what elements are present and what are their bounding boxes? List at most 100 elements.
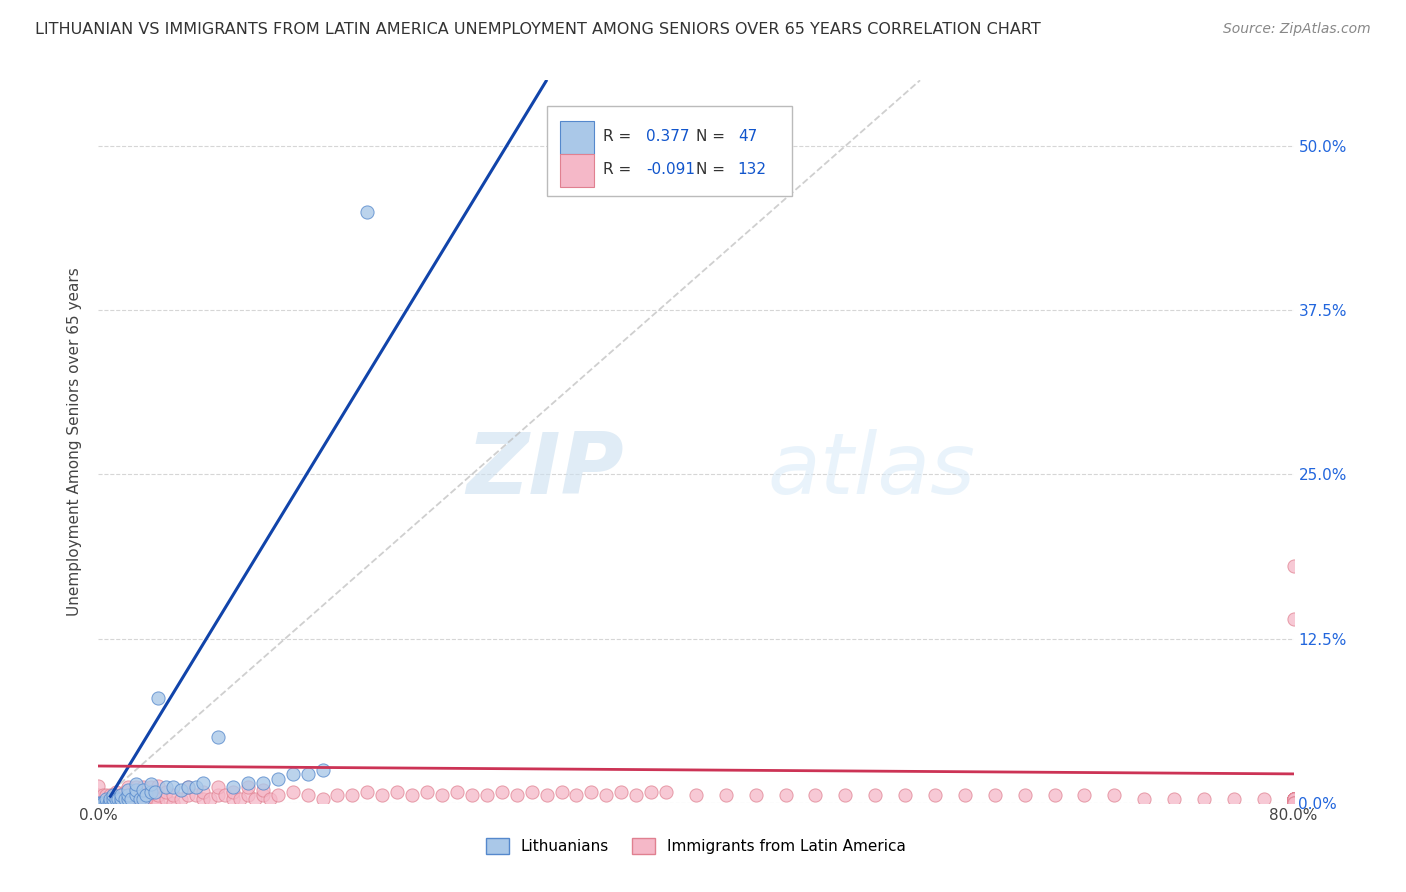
Point <box>610 785 633 799</box>
Point <box>953 788 976 802</box>
Point <box>229 792 252 806</box>
Point <box>91 788 114 802</box>
Point <box>135 788 157 802</box>
Point <box>1282 792 1305 806</box>
Point <box>1282 796 1305 810</box>
Point <box>129 792 152 806</box>
Point <box>1223 792 1246 806</box>
Point <box>1104 788 1126 802</box>
Text: 0.377: 0.377 <box>645 129 689 145</box>
Point <box>177 780 200 794</box>
Point <box>110 788 132 802</box>
Point <box>924 788 946 802</box>
Point <box>114 792 136 806</box>
Point <box>148 796 170 810</box>
Point <box>169 782 191 797</box>
Point <box>1282 792 1305 806</box>
Point <box>125 788 148 802</box>
Point <box>98 788 122 802</box>
Text: -0.091: -0.091 <box>645 162 695 178</box>
Point <box>132 792 155 806</box>
Point <box>1282 792 1305 806</box>
Point <box>207 780 229 794</box>
Point <box>1133 792 1156 806</box>
Point <box>125 788 148 802</box>
Point <box>385 785 409 799</box>
Point <box>1014 788 1036 802</box>
Text: 132: 132 <box>738 162 766 178</box>
Point <box>120 792 142 806</box>
Point <box>117 788 139 802</box>
Point <box>267 772 290 786</box>
Point <box>169 792 191 806</box>
Point <box>371 788 394 802</box>
Point <box>125 777 148 791</box>
Point <box>98 792 122 806</box>
Point <box>97 792 120 806</box>
Point <box>110 796 132 810</box>
Point <box>775 788 797 802</box>
Point <box>110 792 132 806</box>
Point <box>342 788 364 802</box>
Point <box>139 780 162 794</box>
Legend: Lithuanians, Immigrants from Latin America: Lithuanians, Immigrants from Latin Ameri… <box>479 832 912 860</box>
Point <box>94 792 117 806</box>
Point <box>155 785 177 799</box>
Point <box>143 785 166 799</box>
Point <box>984 788 1007 802</box>
Point <box>107 792 129 806</box>
Point <box>356 785 378 799</box>
Point <box>139 785 162 799</box>
Point <box>87 788 110 802</box>
Point <box>132 782 155 797</box>
Point <box>184 788 207 802</box>
Point <box>1282 792 1305 806</box>
Point <box>311 792 333 806</box>
Point <box>155 780 177 794</box>
Point <box>1282 792 1305 806</box>
Point <box>177 780 200 794</box>
Y-axis label: Unemployment Among Seniors over 65 years: Unemployment Among Seniors over 65 years <box>67 268 83 615</box>
Point <box>1282 792 1305 806</box>
Point <box>103 792 125 806</box>
Point <box>155 792 177 806</box>
Point <box>259 792 281 806</box>
Point <box>236 788 259 802</box>
Point <box>1282 792 1305 806</box>
FancyBboxPatch shape <box>560 120 595 154</box>
Point <box>207 788 229 802</box>
Point <box>1163 792 1185 806</box>
Point <box>281 785 304 799</box>
Point <box>91 796 114 810</box>
Point <box>191 785 214 799</box>
Point <box>1282 792 1305 806</box>
Point <box>98 796 122 810</box>
Point <box>1282 792 1305 806</box>
Point <box>135 792 157 806</box>
Point <box>97 796 120 810</box>
Point <box>162 780 184 794</box>
Point <box>252 782 274 797</box>
Point <box>297 788 319 802</box>
Point <box>117 788 139 802</box>
Point <box>491 785 513 799</box>
Point <box>804 788 827 802</box>
Point <box>105 792 128 806</box>
Point <box>103 788 125 802</box>
Point <box>139 788 162 802</box>
Point <box>430 788 453 802</box>
Text: LITHUANIAN VS IMMIGRANTS FROM LATIN AMERICA UNEMPLOYMENT AMONG SENIORS OVER 65 Y: LITHUANIAN VS IMMIGRANTS FROM LATIN AMER… <box>35 22 1040 37</box>
Point <box>222 792 245 806</box>
Point <box>475 788 498 802</box>
Point <box>550 785 572 799</box>
Point <box>1282 796 1305 810</box>
Point <box>1282 792 1305 806</box>
Point <box>162 796 184 810</box>
Point <box>894 788 917 802</box>
Point <box>207 730 229 744</box>
Point <box>110 796 132 810</box>
FancyBboxPatch shape <box>547 105 792 196</box>
Point <box>461 788 484 802</box>
Point <box>191 776 214 790</box>
Point <box>1282 796 1305 810</box>
